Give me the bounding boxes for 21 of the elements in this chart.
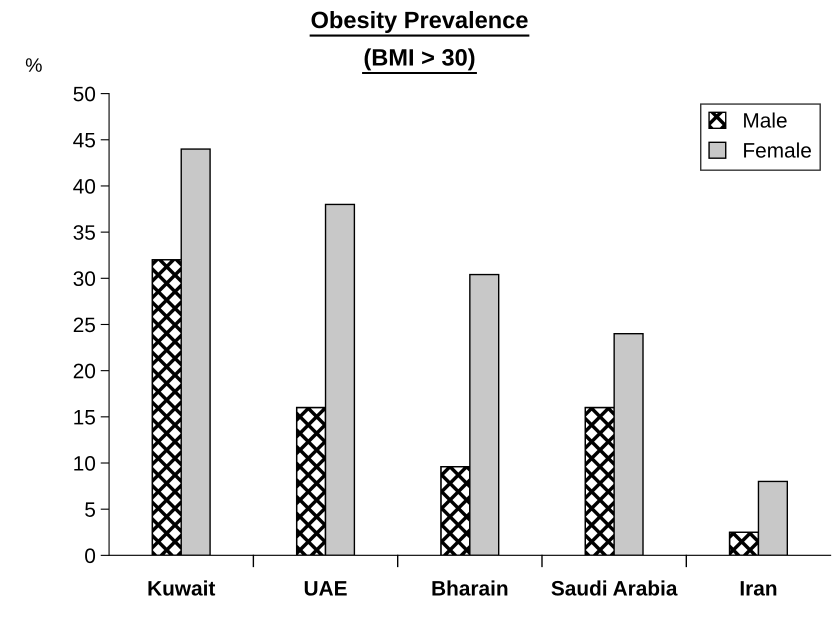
- y-tick-label: 5: [85, 502, 96, 517]
- legend-label: Male: [744, 112, 787, 128]
- x-tick-label: Kuwait: [148, 580, 216, 596]
- x-tick-label: Iran: [740, 581, 776, 596]
- y-tick-label: 35: [74, 225, 96, 240]
- y-tick-label: 30: [74, 271, 96, 286]
- legend-label: Female: [744, 142, 811, 158]
- x-tick-label: Saudi Arabia: [551, 580, 678, 596]
- y-tick-label: 40: [73, 178, 96, 194]
- y-tick-label: 50: [74, 86, 96, 102]
- x-tick-label: UAE: [304, 581, 347, 596]
- chart-subtitle: (BMI > 30): [364, 48, 474, 70]
- y-tick-label: 10: [74, 456, 96, 471]
- y-tick-label: 25: [74, 317, 96, 332]
- y-tick-label: 0: [85, 548, 96, 564]
- y-tick-label: 15: [74, 410, 96, 425]
- x-tick-label: Bharain: [432, 580, 508, 596]
- chart-title: Obesity Prevalence: [312, 10, 528, 33]
- y-tick-label: 45: [73, 132, 96, 148]
- y-tick-label: 20: [74, 364, 96, 378]
- y-axis-title: %: [26, 58, 42, 72]
